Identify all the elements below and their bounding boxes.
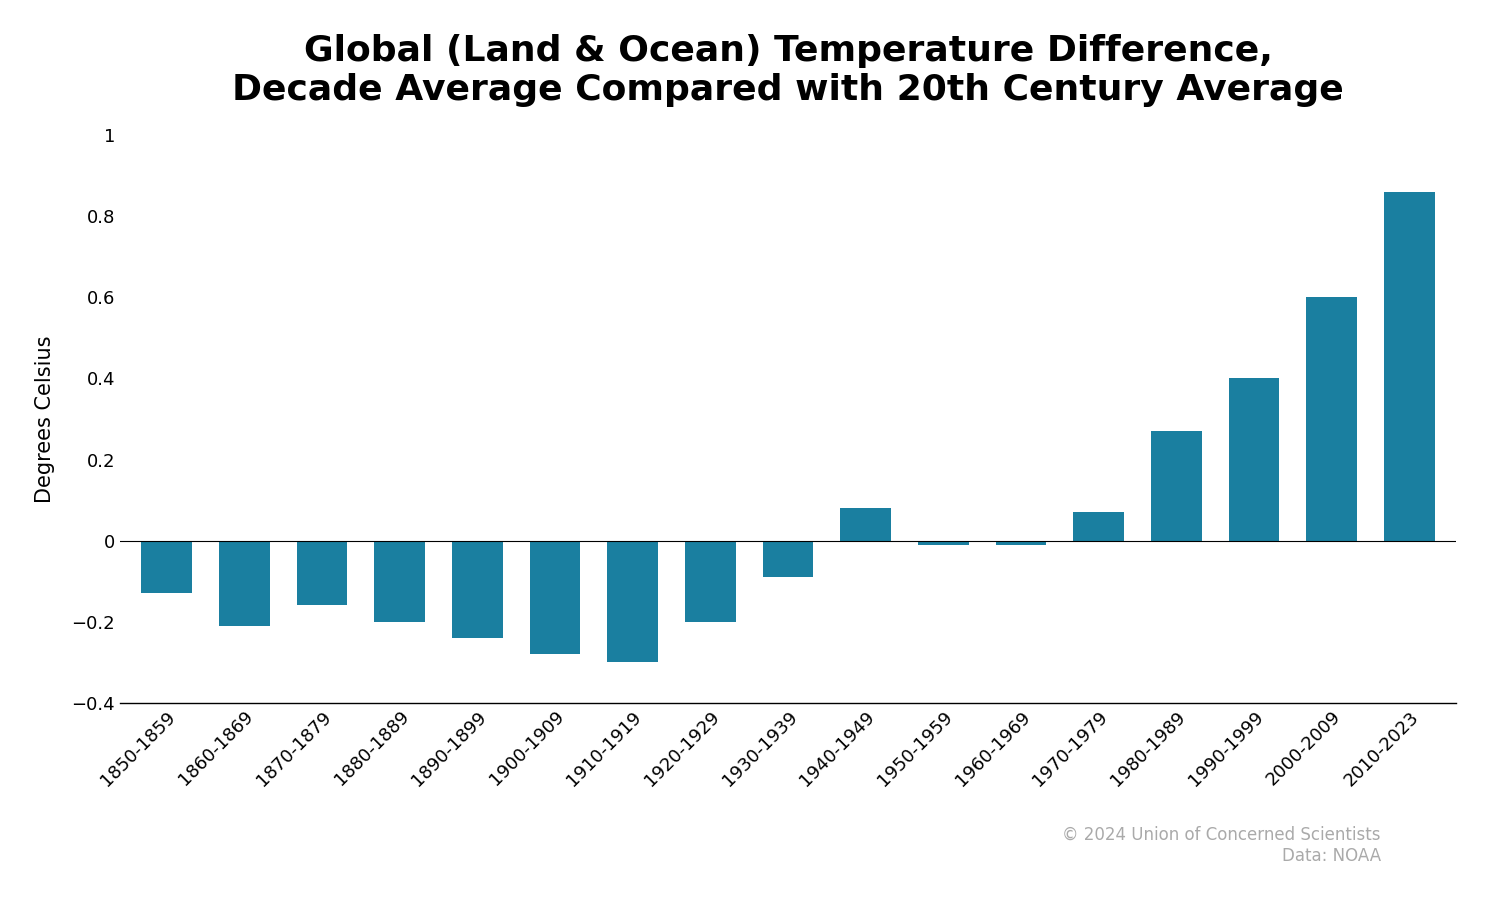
- Bar: [374, 541, 425, 622]
- Bar: [1229, 378, 1279, 541]
- Bar: [1151, 431, 1202, 541]
- Bar: [141, 541, 192, 593]
- Bar: [841, 508, 892, 541]
- Bar: [1306, 297, 1357, 541]
- Bar: [1073, 512, 1124, 541]
- Text: © 2024 Union of Concerned Scientists
Data: NOAA: © 2024 Union of Concerned Scientists Dat…: [1063, 826, 1381, 865]
- Bar: [452, 541, 503, 638]
- Title: Global (Land & Ocean) Temperature Difference,
Decade Average Compared with 20th : Global (Land & Ocean) Temperature Differ…: [233, 34, 1343, 107]
- Bar: [608, 541, 657, 662]
- Y-axis label: Degrees Celsius: Degrees Celsius: [35, 335, 56, 503]
- Bar: [995, 541, 1046, 544]
- Bar: [1384, 192, 1435, 541]
- Bar: [219, 541, 270, 625]
- Bar: [919, 541, 968, 544]
- Bar: [684, 541, 735, 622]
- Bar: [763, 541, 814, 577]
- Bar: [297, 541, 347, 605]
- Bar: [530, 541, 581, 654]
